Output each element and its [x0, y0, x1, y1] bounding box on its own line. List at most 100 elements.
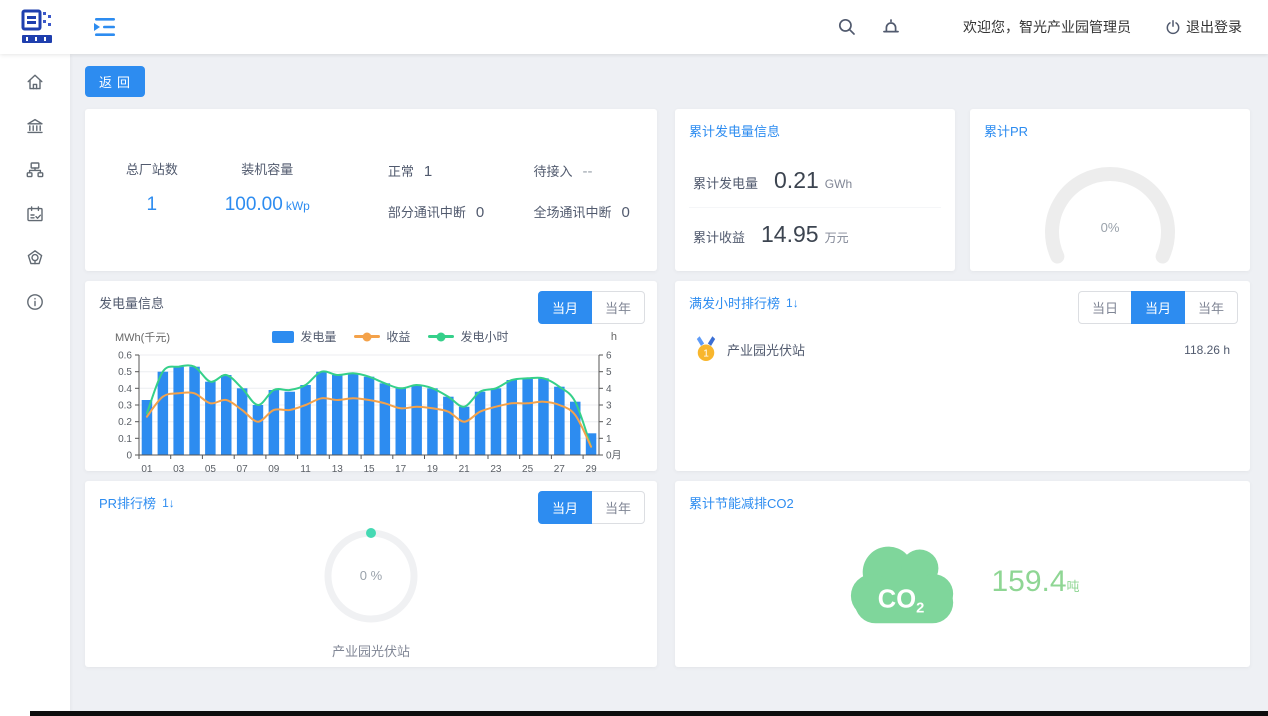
status-pending: 待接入 -- — [533, 163, 593, 180]
cumulative-generation-title: 累计发电量信息 — [689, 124, 781, 139]
main-content: 返回 总厂站数 1 装机容量 100.00 kWp — [70, 54, 1268, 716]
svg-text:07: 07 — [237, 464, 249, 475]
co2-value-block: 159.4吨 — [991, 565, 1079, 599]
tab-current-month[interactable]: 当月 — [537, 491, 592, 524]
generation-chart-period-tabs: 当月 当年 — [537, 291, 645, 324]
svg-text:0.3: 0.3 — [118, 401, 132, 412]
back-button[interactable]: 返回 — [85, 66, 146, 97]
pr-ranking-title: PR排行榜 — [99, 496, 157, 511]
chart-legend-row: MWh(千元) 发电量 收益 发电小时 — [99, 328, 643, 345]
full-hours-ranking-title: 满发小时排行榜 — [689, 296, 781, 311]
cumulative-revenue-row: 累计收益 14.95 万元 — [689, 207, 941, 261]
svg-text:0.4: 0.4 — [118, 384, 132, 395]
search-icon[interactable] — [837, 17, 857, 37]
legend-swatch-bar — [272, 330, 295, 343]
svg-text:25: 25 — [522, 464, 534, 475]
calendar-check-icon — [27, 206, 43, 222]
generation-chart-title: 发电量信息 — [99, 296, 165, 311]
tab-current-month[interactable]: 当月 — [537, 291, 592, 324]
svg-text:17: 17 — [395, 464, 407, 475]
svg-text:0月: 0月 — [606, 450, 622, 462]
svg-text:5: 5 — [606, 367, 612, 378]
generation-chart-card: 发电量信息 当月 当年 MWh(千元) 发电量 收益 — [85, 281, 657, 475]
tab-current-year[interactable]: 当年 — [590, 491, 645, 524]
svg-text:23: 23 — [490, 464, 502, 475]
svg-text:3: 3 — [606, 401, 612, 412]
station-total-label: 总厂站数 — [125, 162, 178, 177]
tab-current-year[interactable]: 当年 — [590, 291, 645, 324]
full-hours-ranking-card: 满发小时排行榜 1↓ 当日 当月 当年 1 产业园光伏站 11 — [675, 281, 1250, 471]
svg-text:0.5: 0.5 — [118, 367, 132, 378]
pr-donut-ring — [324, 528, 418, 623]
svg-text:1: 1 — [606, 434, 612, 445]
tab-current-year[interactable]: 当年 — [1183, 291, 1238, 324]
menu-collapse-icon[interactable] — [92, 16, 118, 38]
svg-text:0.1: 0.1 — [118, 434, 132, 445]
svg-text:11: 11 — [300, 464, 311, 475]
svg-text:0.6: 0.6 — [118, 351, 132, 362]
status-partial-comm-loss: 部分通讯中断 0 — [387, 204, 485, 221]
ranking-item[interactable]: 1 产业园光伏站 118.26 h — [689, 336, 1236, 363]
svg-text:1: 1 — [703, 348, 709, 359]
station-total-stat: 总厂站数 1 — [99, 159, 205, 221]
app-logo[interactable] — [20, 9, 54, 45]
svg-text:13: 13 — [332, 464, 344, 475]
chart-legend: 发电量 收益 发电小时 — [170, 328, 611, 345]
logout-label: 退出登录 — [1186, 19, 1242, 35]
capacity-stat: 装机容量 100.00 kWp — [205, 159, 330, 221]
sidebar-item-ranking[interactable] — [0, 236, 70, 280]
sidebar-item-about[interactable] — [0, 280, 70, 324]
status-column-1: 正常 1 部分通讯中断 0 — [388, 159, 498, 221]
pr-ranking-card: PR排行榜 1↓ 当月 当年 0 % 产业园光伏站 — [85, 481, 657, 667]
legend-generation[interactable]: 发电量 — [272, 328, 336, 345]
sidebar-item-schedule[interactable] — [0, 192, 70, 236]
pr-ranking-period-tabs: 当月 当年 — [537, 491, 645, 524]
capacity-unit: kWp — [285, 199, 310, 213]
legend-revenue[interactable]: 收益 — [354, 328, 410, 345]
svg-text:CO2: CO2 — [878, 586, 925, 617]
cumulative-pr-card: 累计PR 0% — [970, 109, 1250, 271]
co2-unit: 吨 — [1066, 579, 1080, 594]
svg-text:0: 0 — [126, 451, 132, 462]
co2-card: 累计节能减排CO2 CO2 159.4吨 — [675, 481, 1250, 667]
pr-donut-value: 0 % — [359, 568, 383, 583]
svg-text:09: 09 — [268, 464, 280, 475]
status-full-comm-loss: 全场通讯中断 0 — [533, 204, 630, 221]
svg-text:03: 03 — [173, 464, 185, 475]
legend-swatch-revenue — [354, 332, 381, 341]
sidebar-item-topology[interactable] — [0, 148, 70, 192]
cumulative-pr-title: 累计PR — [984, 124, 1029, 139]
generation-chart: 0 0.1 0.2 0.3 0.4 0.5 0.6 0月 1 2 3 4 5 6 01 03 05 07 09 11 1… — [99, 347, 643, 484]
ranking-station-value: 118.26 h — [1184, 342, 1230, 357]
alarm-icon[interactable] — [881, 17, 901, 37]
tab-current-day[interactable]: 当日 — [1077, 291, 1132, 324]
gold-medal-icon: 1 — [696, 336, 716, 361]
co2-value: 159.4 — [991, 565, 1067, 598]
svg-text:2: 2 — [606, 417, 612, 428]
pr-donut-dot — [366, 528, 376, 538]
legend-hours[interactable]: 发电小时 — [428, 328, 508, 345]
co2-cloud-icon: CO2 — [851, 546, 954, 624]
svg-text:4: 4 — [606, 384, 612, 395]
y-axis-right-label: h — [610, 330, 617, 343]
status-column-2: 待接入 -- 全场通讯中断 0 — [533, 159, 643, 221]
logout-button[interactable]: 退出登录 — [1165, 17, 1242, 37]
sidebar-item-home[interactable] — [0, 60, 70, 104]
tab-current-month[interactable]: 当月 — [1130, 291, 1185, 324]
capacity-value: 100.00 kWp — [224, 194, 310, 215]
cumulative-generation-card: 累计发电量信息 累计发电量 0.21 GWh 累计收益 14.95 万元 — [675, 109, 955, 271]
capacity-label: 装机容量 — [241, 162, 294, 177]
overview-card: 总厂站数 1 装机容量 100.00 kWp 正常 1 — [85, 109, 657, 271]
sort-descending-icon[interactable]: 1↓ — [162, 495, 175, 510]
pr-gauge: 0% — [984, 146, 1236, 264]
status-normal: 正常 1 — [387, 163, 433, 180]
pr-gauge-value: 0% — [1100, 220, 1120, 235]
station-total-value: 1 — [146, 194, 158, 215]
sidebar-item-plants[interactable] — [0, 104, 70, 148]
info-icon — [27, 294, 43, 310]
sort-descending-icon[interactable]: 1↓ — [786, 295, 799, 310]
svg-text:05: 05 — [205, 464, 217, 475]
medal-icon — [27, 250, 43, 265]
pr-donut: 0 % — [323, 528, 419, 629]
